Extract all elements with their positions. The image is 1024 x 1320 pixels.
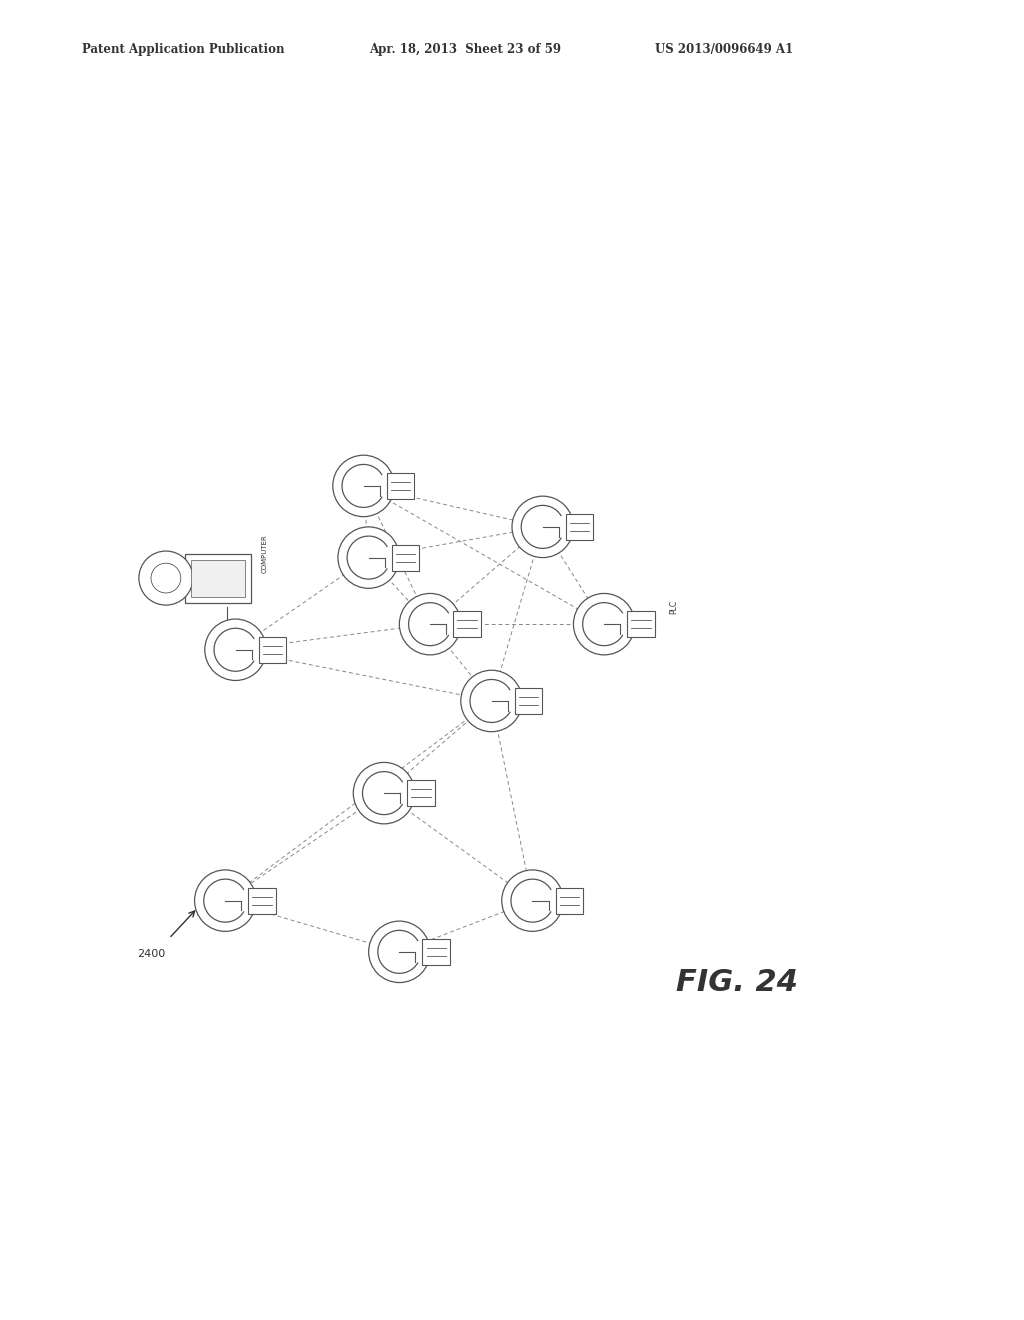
Circle shape: [399, 594, 461, 655]
Circle shape: [573, 594, 635, 655]
Bar: [191, 560, 246, 597]
Text: PLC: PLC: [670, 599, 678, 614]
Bar: [453, 611, 481, 638]
Bar: [185, 553, 252, 603]
Bar: [555, 887, 584, 913]
Circle shape: [139, 550, 193, 605]
Text: FIG. 24: FIG. 24: [676, 968, 798, 997]
Circle shape: [152, 564, 181, 593]
Bar: [391, 545, 420, 570]
Text: 2400: 2400: [137, 949, 166, 958]
Bar: [387, 473, 414, 499]
Circle shape: [369, 921, 430, 982]
Circle shape: [461, 671, 522, 731]
Circle shape: [512, 496, 573, 557]
Bar: [248, 887, 276, 913]
Circle shape: [353, 763, 415, 824]
Bar: [423, 939, 451, 965]
Text: Apr. 18, 2013  Sheet 23 of 59: Apr. 18, 2013 Sheet 23 of 59: [369, 42, 561, 55]
Circle shape: [205, 619, 266, 681]
Text: Patent Application Publication: Patent Application Publication: [82, 42, 285, 55]
Circle shape: [502, 870, 563, 932]
Bar: [408, 780, 435, 807]
Text: US 2013/0096649 A1: US 2013/0096649 A1: [655, 42, 794, 55]
Circle shape: [333, 455, 394, 516]
Text: COMPUTER: COMPUTER: [261, 535, 267, 573]
Bar: [258, 636, 287, 663]
Bar: [627, 611, 655, 638]
Circle shape: [195, 870, 256, 932]
Circle shape: [338, 527, 399, 589]
Bar: [514, 688, 543, 714]
Bar: [565, 513, 594, 540]
